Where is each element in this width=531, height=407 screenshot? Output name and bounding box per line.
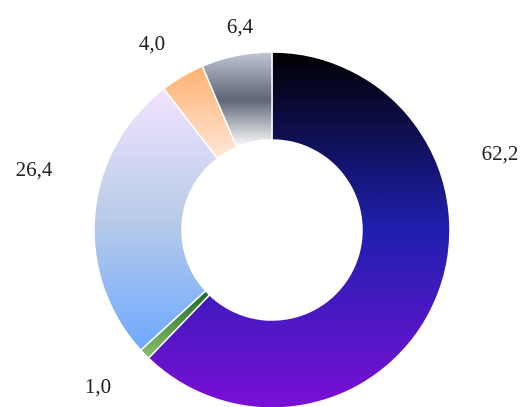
slice-label: 26,4 [16, 157, 53, 181]
slice-labels: 62,2 1,0 26,4 4,0 6,4 [16, 14, 519, 398]
slice-62-2 [147, 51, 451, 407]
slice-label: 6,4 [227, 14, 254, 38]
slice-6-4 [201, 51, 273, 149]
slice-label: 1,0 [85, 374, 111, 398]
donut-slices [93, 51, 451, 407]
slice-label: 4,0 [139, 31, 165, 55]
slice-26-4 [93, 87, 219, 352]
slice-label: 62,2 [482, 141, 519, 165]
